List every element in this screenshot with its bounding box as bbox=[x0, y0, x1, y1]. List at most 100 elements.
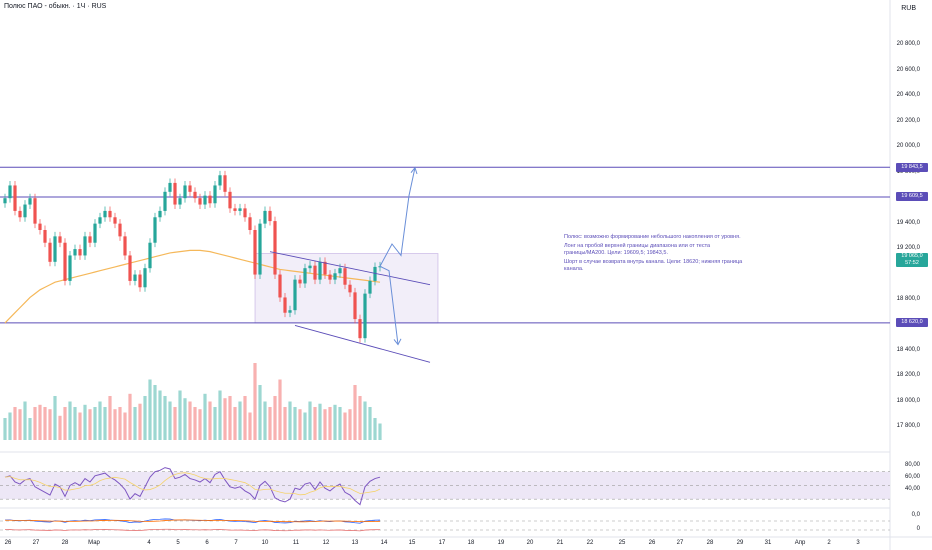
volume-bar bbox=[323, 409, 327, 440]
candle-body bbox=[143, 268, 147, 288]
candle-body bbox=[238, 208, 242, 211]
candle-body bbox=[203, 195, 207, 205]
volume-bar bbox=[123, 412, 127, 440]
volume-bar bbox=[18, 409, 22, 440]
volume-bar bbox=[243, 396, 247, 440]
current-price-value: 19 065,0 bbox=[901, 253, 923, 259]
candle-body bbox=[218, 175, 222, 186]
candle-body bbox=[168, 182, 172, 192]
time-axis-label: 10 bbox=[261, 540, 269, 546]
volume-bar bbox=[293, 407, 297, 440]
instrument-title: Полюс ПАО - обыкн. · 1Ч · RUS bbox=[4, 3, 107, 10]
candle-body bbox=[193, 191, 197, 199]
volume-bar bbox=[133, 407, 137, 440]
time-axis-label: Апр bbox=[794, 540, 806, 546]
candle-body bbox=[208, 195, 212, 204]
volume-bar bbox=[358, 396, 362, 440]
candle-body bbox=[93, 223, 97, 243]
volume-bar bbox=[3, 418, 7, 440]
candle-body bbox=[188, 185, 192, 192]
volume-bar bbox=[108, 396, 112, 440]
ma200-line bbox=[4, 249, 381, 324]
candle-body bbox=[48, 242, 52, 262]
candle-body bbox=[323, 261, 327, 275]
volume-bar bbox=[98, 401, 102, 440]
volume-bar bbox=[193, 407, 197, 440]
volume-bar bbox=[13, 407, 17, 440]
price-tick-label: 19 200,0 bbox=[896, 245, 920, 252]
candle-body bbox=[183, 185, 187, 199]
candle-body bbox=[173, 182, 177, 205]
volume-bar bbox=[298, 409, 302, 440]
volume-bar bbox=[328, 407, 332, 440]
candle-body bbox=[248, 217, 252, 230]
channel-lower-line bbox=[294, 325, 431, 363]
candle-body bbox=[153, 217, 157, 243]
time-axis-label: 28 bbox=[706, 540, 714, 546]
candle-body bbox=[273, 221, 277, 275]
volume-bar bbox=[348, 409, 352, 440]
volume-bar bbox=[368, 407, 372, 440]
volume-bar bbox=[233, 407, 237, 440]
candle-body bbox=[328, 274, 332, 280]
volume-bar bbox=[58, 415, 62, 440]
price-tick-label: 18 000,0 bbox=[896, 397, 920, 404]
price-tick-label: 20 000,0 bbox=[896, 143, 920, 150]
volume-bar bbox=[68, 401, 72, 440]
price-tick-label: 18 400,0 bbox=[896, 346, 920, 353]
candle-body bbox=[18, 210, 22, 218]
time-axis-label: 19 bbox=[497, 540, 505, 546]
volume-bar bbox=[173, 407, 177, 440]
candle-body bbox=[158, 210, 162, 218]
time-axis-label: 25 bbox=[618, 540, 626, 546]
volume-bar bbox=[148, 379, 152, 440]
candle-body bbox=[178, 198, 182, 205]
time-axis-label: 26 bbox=[648, 540, 656, 546]
candle-body bbox=[308, 265, 312, 269]
candle-body bbox=[53, 236, 57, 262]
volume-bar bbox=[208, 401, 212, 440]
candle-body bbox=[303, 268, 307, 284]
time-axis-label: Мар bbox=[88, 540, 100, 546]
volume-bar bbox=[158, 390, 162, 440]
volume-bar bbox=[188, 401, 192, 440]
candle-body bbox=[88, 236, 92, 243]
volume-bar bbox=[43, 407, 47, 440]
volume-bar bbox=[73, 407, 77, 440]
price-tick-label: 19 400,0 bbox=[896, 219, 920, 226]
volume-bar bbox=[288, 401, 292, 440]
time-axis-label: 3 bbox=[856, 540, 860, 546]
channel-upper-line bbox=[269, 251, 431, 286]
volume-bar bbox=[63, 407, 67, 440]
volume-bar bbox=[258, 385, 262, 440]
volume-bar bbox=[53, 396, 57, 440]
volume-bar bbox=[378, 423, 382, 440]
candle-body bbox=[3, 198, 7, 204]
time-axis-label: 5 bbox=[176, 540, 180, 546]
volume-bar bbox=[363, 401, 367, 440]
candle-body bbox=[313, 265, 317, 280]
price-tick-label: 20 800,0 bbox=[896, 41, 920, 48]
candle-body bbox=[138, 274, 142, 288]
candle-body bbox=[288, 310, 292, 313]
candle-body bbox=[278, 274, 282, 298]
time-axis-label: 12 bbox=[322, 540, 330, 546]
time-axis-label: 20 bbox=[526, 540, 534, 546]
volume-bar bbox=[83, 404, 87, 440]
candle-body bbox=[103, 210, 107, 218]
time-axis-label: 15 bbox=[408, 540, 416, 546]
price-tick-label: 20 400,0 bbox=[896, 92, 920, 99]
volume-bar bbox=[23, 401, 27, 440]
candle-body bbox=[338, 268, 342, 274]
candle-body bbox=[253, 230, 257, 275]
volume-bar bbox=[238, 401, 242, 440]
volume-bar bbox=[338, 407, 342, 440]
candle-body bbox=[38, 223, 42, 230]
trade-idea-annotation[interactable]: Полюс: возможно формирование небольшого … bbox=[564, 234, 744, 275]
candle-body bbox=[108, 210, 112, 218]
candle-body bbox=[113, 217, 117, 224]
rsi-tick-label: 60,00 bbox=[904, 473, 920, 480]
volume-bar bbox=[228, 396, 232, 440]
rsi-tick-label: 80,00 bbox=[904, 461, 920, 468]
